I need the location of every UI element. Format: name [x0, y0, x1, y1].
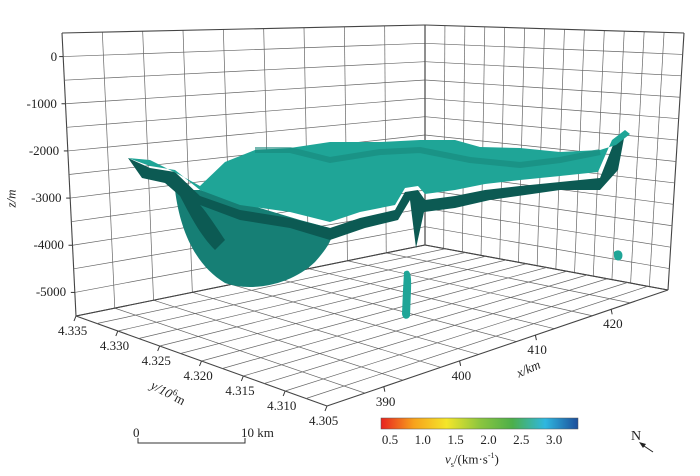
colorbar-gradient [380, 417, 579, 430]
y-tick [240, 375, 244, 382]
colorbar-label-main: v [445, 451, 451, 467]
isosurface [128, 130, 630, 319]
axis-ticks [59, 56, 613, 412]
x-tick-label: 410 [527, 342, 547, 358]
y-tick-label: 4.325 [141, 353, 171, 368]
scale-bar-start: 0 [133, 425, 140, 440]
floor-gridline [96, 248, 446, 324]
z-tick-label: -3000 [31, 190, 62, 206]
y-tick [115, 330, 119, 337]
y-tick-label: 4.320 [183, 368, 213, 383]
floor-gridline [326, 289, 669, 407]
colorbar-tick-label: 2.5 [513, 432, 530, 447]
surface-pillar [402, 270, 412, 319]
floor-gridline [243, 274, 588, 377]
colorbar-label-unit: /(km·s [453, 451, 488, 467]
floor-gridline [138, 255, 486, 339]
colorbar-label-sup: -1 [487, 451, 495, 460]
y-tick [73, 315, 77, 322]
colorbar-tick-label: 2.0 [480, 432, 497, 447]
floor-gridline [222, 270, 567, 369]
scale-bar-end: 10 km [241, 425, 274, 440]
colorbar-tick-label: 0.5 [381, 432, 399, 447]
north-arrow-icon [639, 442, 654, 453]
back-right-wall-gridline [424, 24, 685, 34]
colorbar-label-sub: s [450, 459, 454, 469]
back-right-wall-gridline [424, 134, 677, 162]
colorbar-label: vs/(km·s-1) [445, 452, 499, 469]
back-left-wall-gridline [65, 79, 426, 105]
floor-gridline [285, 282, 628, 392]
back-right-wall-gridline [424, 61, 682, 77]
colorbar-tick-label: 1.0 [414, 432, 431, 447]
z-tick-label: -5000 [35, 284, 67, 300]
z-axis-label: z/m [3, 189, 19, 208]
x-tick-label: 400 [451, 367, 472, 383]
back-left-wall-gridline [67, 116, 426, 152]
back-right-wall-gridline [424, 226, 670, 269]
back-right-wall-gridline [424, 79, 681, 98]
x-tick [459, 360, 462, 366]
floor-gridline [201, 267, 547, 362]
z-tick-label: 0 [50, 48, 58, 64]
back-right-wall-gridline [424, 42, 683, 55]
y-tick-label: 4.310 [267, 398, 297, 413]
floor-gridline [180, 263, 527, 354]
y-tick [199, 360, 202, 367]
colorbar-tick-label: 1.5 [447, 432, 464, 447]
floor-gridline [305, 285, 648, 399]
surface-ridge [255, 146, 601, 169]
back-left-wall-gridline [64, 61, 426, 81]
floor-gridline [117, 252, 466, 332]
y-tick-label: 4.330 [99, 338, 130, 353]
floor-gridline [264, 278, 608, 384]
scale-bar [137, 438, 246, 444]
back-right-wall-gridline [424, 97, 679, 120]
z-tick-label: -4000 [33, 237, 64, 253]
back-left-wall-gridline [63, 42, 426, 57]
back-right-wall-gridline [424, 207, 671, 248]
y-tick [324, 405, 328, 412]
z-tick-label: -2000 [28, 142, 60, 158]
north-label: N [631, 429, 642, 444]
surface-top [128, 130, 630, 222]
back-left-wall-gridline [66, 97, 426, 128]
y-tick-label: 4.315 [225, 383, 255, 398]
surface-blob [614, 250, 623, 261]
x-tick-label: 420 [603, 316, 623, 332]
back-right-wall-gridline [424, 116, 678, 141]
x-tick [610, 309, 613, 315]
x-tick [534, 335, 537, 341]
colorbar-tick-label: 3.0 [546, 432, 563, 447]
y-tick-label: 4.335 [58, 323, 88, 338]
z-tick-label: -1000 [26, 95, 57, 111]
surface-shadow-band [128, 133, 625, 250]
surface-bowl [175, 190, 332, 287]
colorbar-label-close: ) [494, 451, 499, 467]
y-tick [282, 390, 286, 397]
y-tick [157, 345, 161, 352]
colorbar [380, 417, 579, 430]
back-left-wall-gridline [61, 24, 426, 34]
y-tick-label: 4.305 [309, 413, 339, 428]
floor-gridline [159, 259, 507, 347]
x-tick [383, 386, 386, 392]
x-tick-label: 390 [375, 393, 396, 409]
